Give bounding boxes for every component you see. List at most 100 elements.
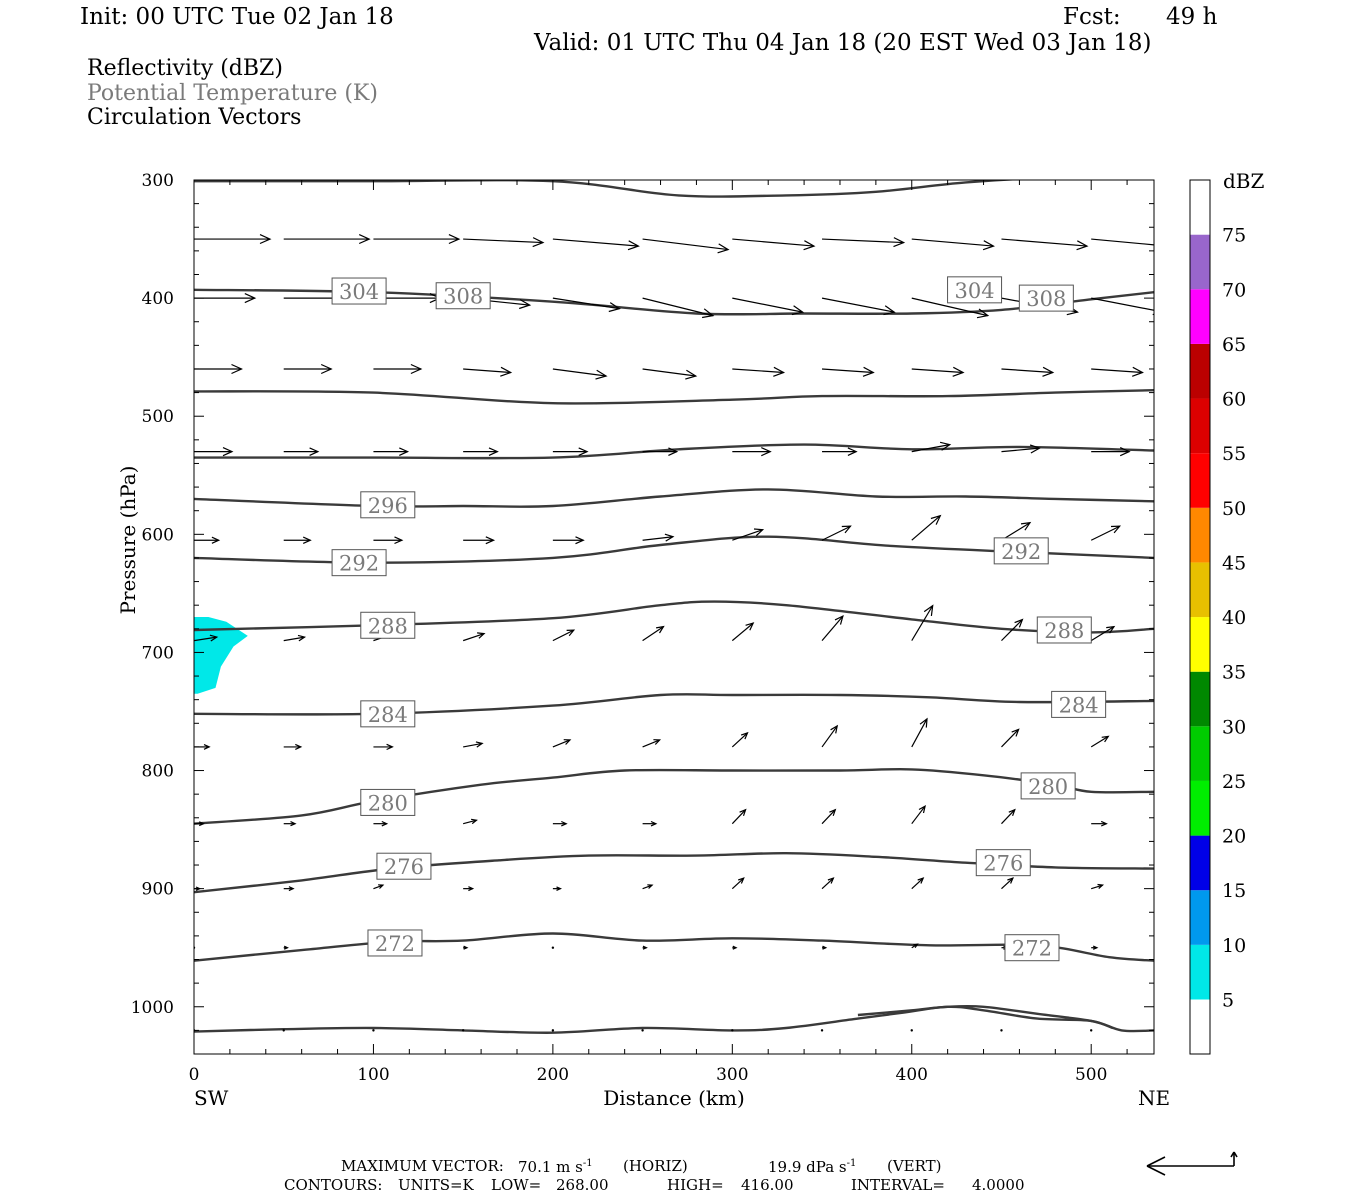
- theta-contour-304: [194, 389, 1154, 405]
- circulation-vector: [373, 536, 404, 545]
- vector-shaft: [1090, 525, 1120, 541]
- circulation-vector: [731, 731, 749, 748]
- y-tick-label: 800: [142, 762, 174, 782]
- circulation-vector: [194, 536, 221, 544]
- circulation-vector: [642, 447, 679, 456]
- circulation-vector: [1090, 525, 1122, 541]
- theta-label-308: 308: [443, 285, 483, 309]
- x-tick-label: 100: [357, 1065, 389, 1085]
- colorbar-segment-5: [1190, 944, 1210, 1000]
- vector-head: [231, 363, 243, 375]
- vector-shaft: [642, 238, 729, 251]
- y-tick-label: 700: [142, 643, 174, 663]
- circulation-vector: [1091, 945, 1099, 950]
- y-tick-label: 400: [142, 289, 174, 309]
- colorbar-label-60: 60: [1222, 389, 1246, 411]
- vector-shaft: [731, 622, 754, 642]
- reflectivity-echo-5dbz: [194, 617, 248, 694]
- colorbar-label-50: 50: [1222, 498, 1246, 520]
- vector-head: [655, 625, 665, 634]
- circulation-vector: [194, 363, 243, 375]
- vector-shaft: [463, 742, 483, 748]
- vector-head: [893, 237, 906, 248]
- vector-shaft: [1001, 877, 1014, 890]
- vector-head: [753, 528, 765, 537]
- vector-head: [1014, 618, 1024, 628]
- theta-label-272: 272: [375, 932, 415, 956]
- colorbar-label-65: 65: [1222, 334, 1246, 356]
- vector-head: [488, 447, 499, 456]
- vector-shaft: [1091, 368, 1143, 374]
- circulation-vector: [463, 237, 545, 248]
- circulation-vector: [731, 877, 745, 890]
- circulation-vector: [551, 1029, 555, 1032]
- vector-head: [309, 447, 320, 456]
- colorbar-label-70: 70: [1222, 279, 1246, 301]
- circulation-vector: [821, 614, 844, 642]
- theta-label-284: 284: [1059, 693, 1099, 717]
- vector-shaft: [821, 297, 895, 313]
- circulation-vector: [642, 739, 662, 748]
- colorbar-label-40: 40: [1222, 607, 1246, 629]
- circulation-vector: [1001, 618, 1024, 642]
- vector-shaft: [1091, 297, 1154, 311]
- circulation-vector: [821, 808, 837, 825]
- vector-shaft: [821, 809, 836, 825]
- vector-head: [919, 717, 928, 728]
- vector-shaft: [731, 809, 747, 825]
- vector-shaft: [552, 238, 639, 247]
- circulation-vector: [1001, 444, 1041, 454]
- colorbar-label-30: 30: [1222, 716, 1246, 738]
- vector-head: [209, 634, 219, 642]
- x-tick-label: 400: [896, 1065, 928, 1085]
- circulation-vector: [1001, 366, 1055, 377]
- sw-end-label: SW: [194, 1086, 229, 1110]
- vector-head: [519, 299, 532, 310]
- max-vector-vert-tag: (VERT): [887, 1157, 942, 1175]
- circulation-vector: [911, 805, 926, 825]
- circulation-vector: [642, 945, 648, 950]
- vector-dot: [910, 1029, 913, 1032]
- init-time: Init: 00 UTC Tue 02 Jan 18: [80, 4, 394, 30]
- vector-head: [701, 308, 715, 319]
- contours-label: CONTOURS:: [284, 1176, 383, 1194]
- colorbar-title: dBZ: [1223, 169, 1265, 193]
- vector-head: [259, 234, 272, 245]
- circulation-vector: [1091, 820, 1108, 827]
- vector-shaft: [463, 368, 511, 374]
- theta-label-288: 288: [1044, 619, 1084, 643]
- y-tick-label: 500: [142, 407, 174, 427]
- circulation-vector: [283, 743, 303, 750]
- vector-shaft: [822, 238, 904, 244]
- theta-label-280: 280: [368, 791, 408, 815]
- vector-head: [738, 877, 745, 884]
- vector-shaft: [1001, 238, 1088, 247]
- vector-head: [222, 447, 234, 457]
- circulation-vector: [732, 528, 765, 541]
- vector-head: [913, 943, 919, 949]
- circulation-vector: [1091, 366, 1144, 377]
- vector-head: [1029, 444, 1041, 454]
- vector-head: [463, 945, 469, 950]
- vector-head: [918, 805, 926, 814]
- y-tick-label: 300: [142, 171, 174, 191]
- vector-head: [198, 821, 205, 827]
- circulation-vector: [552, 739, 572, 748]
- theta-label-292: 292: [1001, 540, 1041, 564]
- vector-head: [647, 884, 654, 889]
- circulation-vector: [822, 237, 906, 248]
- circulation-vector: [1090, 625, 1116, 642]
- theta-contour-288: [194, 600, 1154, 634]
- vector-head: [563, 739, 572, 745]
- colorbar-label-35: 35: [1222, 662, 1246, 684]
- vector-shaft: [1001, 619, 1023, 642]
- circulation-vector: [194, 634, 219, 642]
- vector-shaft: [373, 884, 384, 890]
- vector-head: [211, 536, 221, 544]
- vector-head: [740, 731, 749, 740]
- theta-label-box: [1018, 284, 1074, 312]
- colorbar-segment-50: [1190, 453, 1210, 508]
- vector-head: [830, 724, 839, 734]
- theta-contour-312: [194, 180, 1022, 198]
- circulation-vector: [283, 945, 289, 950]
